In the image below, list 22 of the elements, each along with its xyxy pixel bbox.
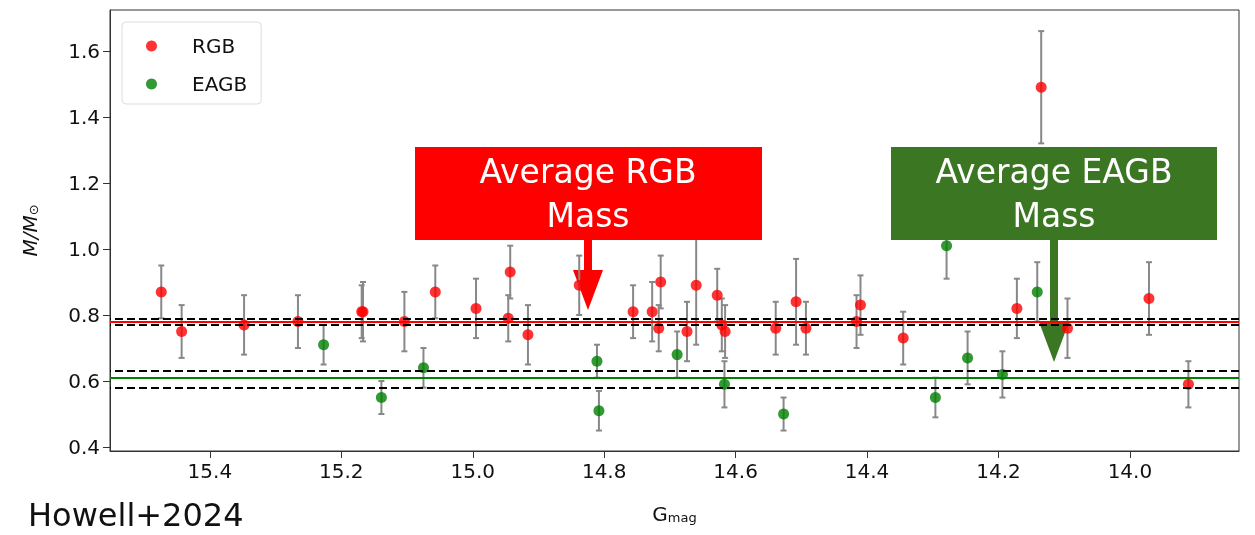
callout-box: Average RGB Mass [414, 147, 762, 240]
x-tick-label: 15.0 [450, 459, 496, 483]
text: Howell+2024 [28, 496, 244, 534]
x-axis-title: Gmag [652, 501, 697, 526]
x-tick-label: 14.4 [844, 459, 890, 483]
y-tick-label: 1.2 [68, 170, 100, 195]
y-tick-label: 1.6 [68, 38, 100, 63]
y-axis-title: M/M⊙ [17, 204, 42, 257]
callout-box: Average EAGB Mass [891, 147, 1217, 240]
legend-label: RGB [192, 34, 236, 58]
x-tick-label: 14.8 [581, 459, 627, 483]
x-tick-label: 15.4 [187, 459, 233, 483]
y-tick-label: 0.4 [68, 435, 100, 460]
x-tick-label: 14.6 [713, 459, 758, 483]
x-tick-label: 14.2 [976, 459, 1021, 483]
x-tick-label: 14.0 [1107, 459, 1153, 483]
y-tick-label: 0.8 [68, 303, 100, 327]
legend-label: EAGB [192, 72, 248, 96]
y-tick-label: 0.6 [68, 369, 100, 394]
y-tick-label: 1.4 [68, 104, 100, 129]
y-tick-label: 1.0 [68, 236, 100, 261]
x-tick-label: 15.2 [319, 459, 364, 483]
